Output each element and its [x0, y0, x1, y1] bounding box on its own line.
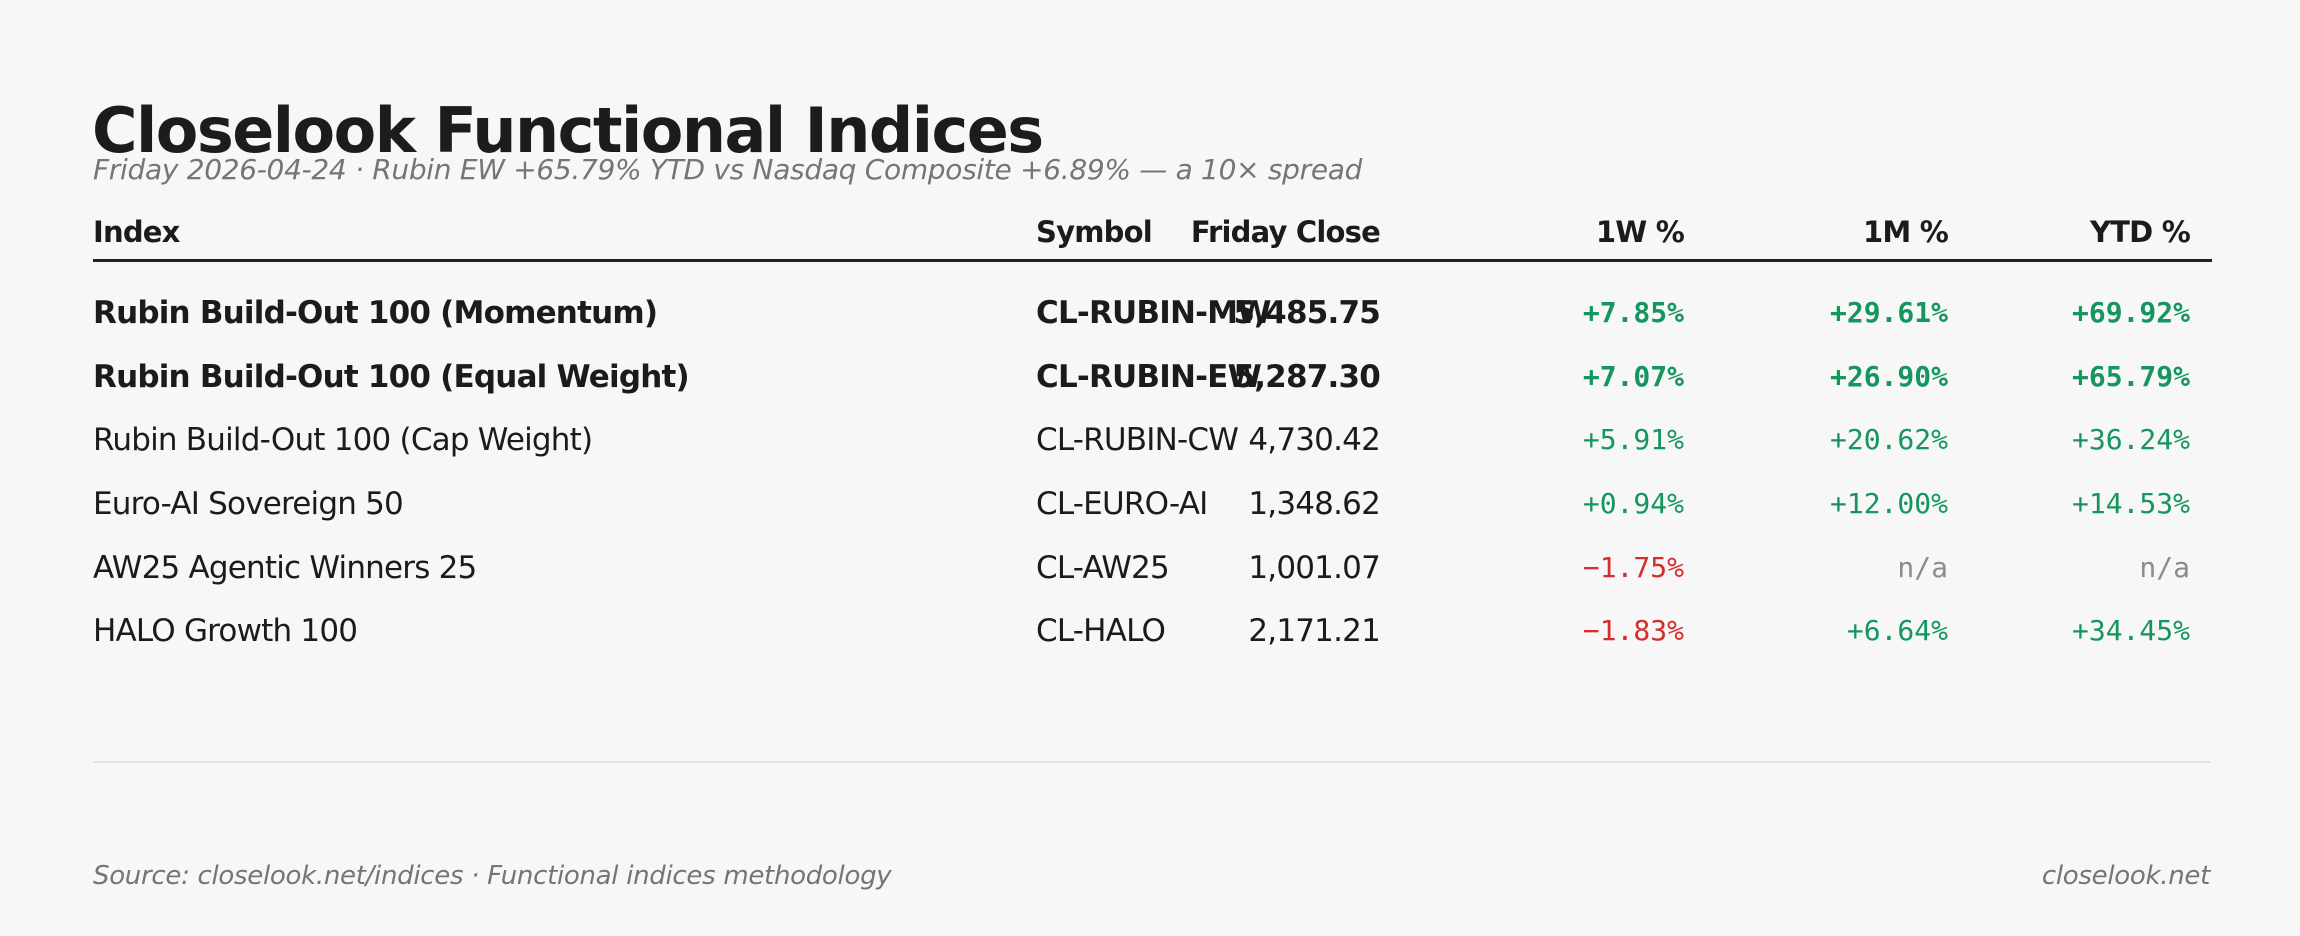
column-header-ytd: YTD % [2089, 215, 2191, 249]
close-value: 1,001.07 [1248, 550, 1380, 586]
index-name: HALO Growth 100 [93, 613, 358, 649]
column-header-symbol: Symbol [1036, 215, 1153, 249]
table-row: HALO Growth 100 CL-HALO 2,171.21 −1.83% … [0, 599, 2300, 663]
table-row: AW25 Agentic Winners 25 CL-AW25 1,001.07… [0, 536, 2300, 600]
table-row: Rubin Build-Out 100 (Momentum) CL-RUBIN-… [0, 281, 2300, 345]
index-name: Rubin Build-Out 100 (Momentum) [93, 295, 658, 331]
pct-1m: +12.00% [1829, 487, 1948, 520]
index-name: Rubin Build-Out 100 (Cap Weight) [93, 422, 593, 458]
pct-1m: n/a [1897, 551, 1948, 584]
pct-1m: +26.90% [1829, 360, 1948, 393]
column-header-friday-close: Friday Close [1190, 215, 1381, 249]
pct-1w: +7.85% [1582, 296, 1684, 329]
table-header: Index Symbol Friday Close 1W % 1M % YTD … [0, 200, 2300, 264]
close-value: 1,348.62 [1248, 486, 1380, 522]
close-value: 2,171.21 [1248, 613, 1380, 649]
symbol: CL-RUBIN-MW [1036, 295, 1271, 331]
source-note: Source: closelook.net/indices · Function… [93, 861, 892, 891]
index-name: AW25 Agentic Winners 25 [93, 550, 477, 586]
column-header-1w: 1W % [1595, 215, 1685, 249]
index-name: Euro-AI Sovereign 50 [93, 486, 404, 522]
pct-1m: +20.62% [1829, 423, 1948, 456]
pct-1w: +0.94% [1582, 487, 1684, 520]
pct-ytd: +69.92% [2071, 296, 2190, 329]
table-row: Euro-AI Sovereign 50 CL-EURO-AI 1,348.62… [0, 472, 2300, 536]
header-rule [93, 259, 2212, 262]
symbol: CL-RUBIN-EW [1036, 359, 1262, 395]
page-title: Closelook Functional Indices [92, 94, 1044, 167]
pct-1m: +6.64% [1846, 614, 1948, 647]
pct-1m: +29.61% [1829, 296, 1948, 329]
symbol: CL-HALO [1036, 613, 1166, 649]
pct-ytd: +36.24% [2071, 423, 2190, 456]
table-row: Rubin Build-Out 100 (Cap Weight) CL-RUBI… [0, 408, 2300, 472]
page-subtitle: Friday 2026-04-24 · Rubin EW +65.79% YTD… [93, 153, 1363, 186]
close-value: 4,730.42 [1248, 422, 1380, 458]
footer-divider [93, 761, 2210, 763]
index-name: Rubin Build-Out 100 (Equal Weight) [93, 359, 690, 395]
close-value: 5,485.75 [1233, 295, 1380, 331]
close-value: 5,287.30 [1233, 359, 1380, 395]
pct-ytd: +65.79% [2071, 360, 2190, 393]
column-header-index: Index [93, 215, 180, 249]
pct-1w: −1.83% [1582, 614, 1684, 647]
symbol: CL-RUBIN-CW [1036, 422, 1239, 458]
pct-1w: +7.07% [1582, 360, 1684, 393]
symbol: CL-AW25 [1036, 550, 1170, 586]
symbol: CL-EURO-AI [1036, 486, 1208, 522]
pct-ytd: +34.45% [2071, 614, 2190, 647]
pct-1w: −1.75% [1582, 551, 1684, 584]
pct-ytd: +14.53% [2071, 487, 2190, 520]
column-header-1m: 1M % [1863, 215, 1949, 249]
pct-1w: +5.91% [1582, 423, 1684, 456]
table-row: Rubin Build-Out 100 (Equal Weight) CL-RU… [0, 345, 2300, 409]
site-name: closelook.net [2041, 861, 2210, 891]
pct-ytd: n/a [2139, 551, 2190, 584]
